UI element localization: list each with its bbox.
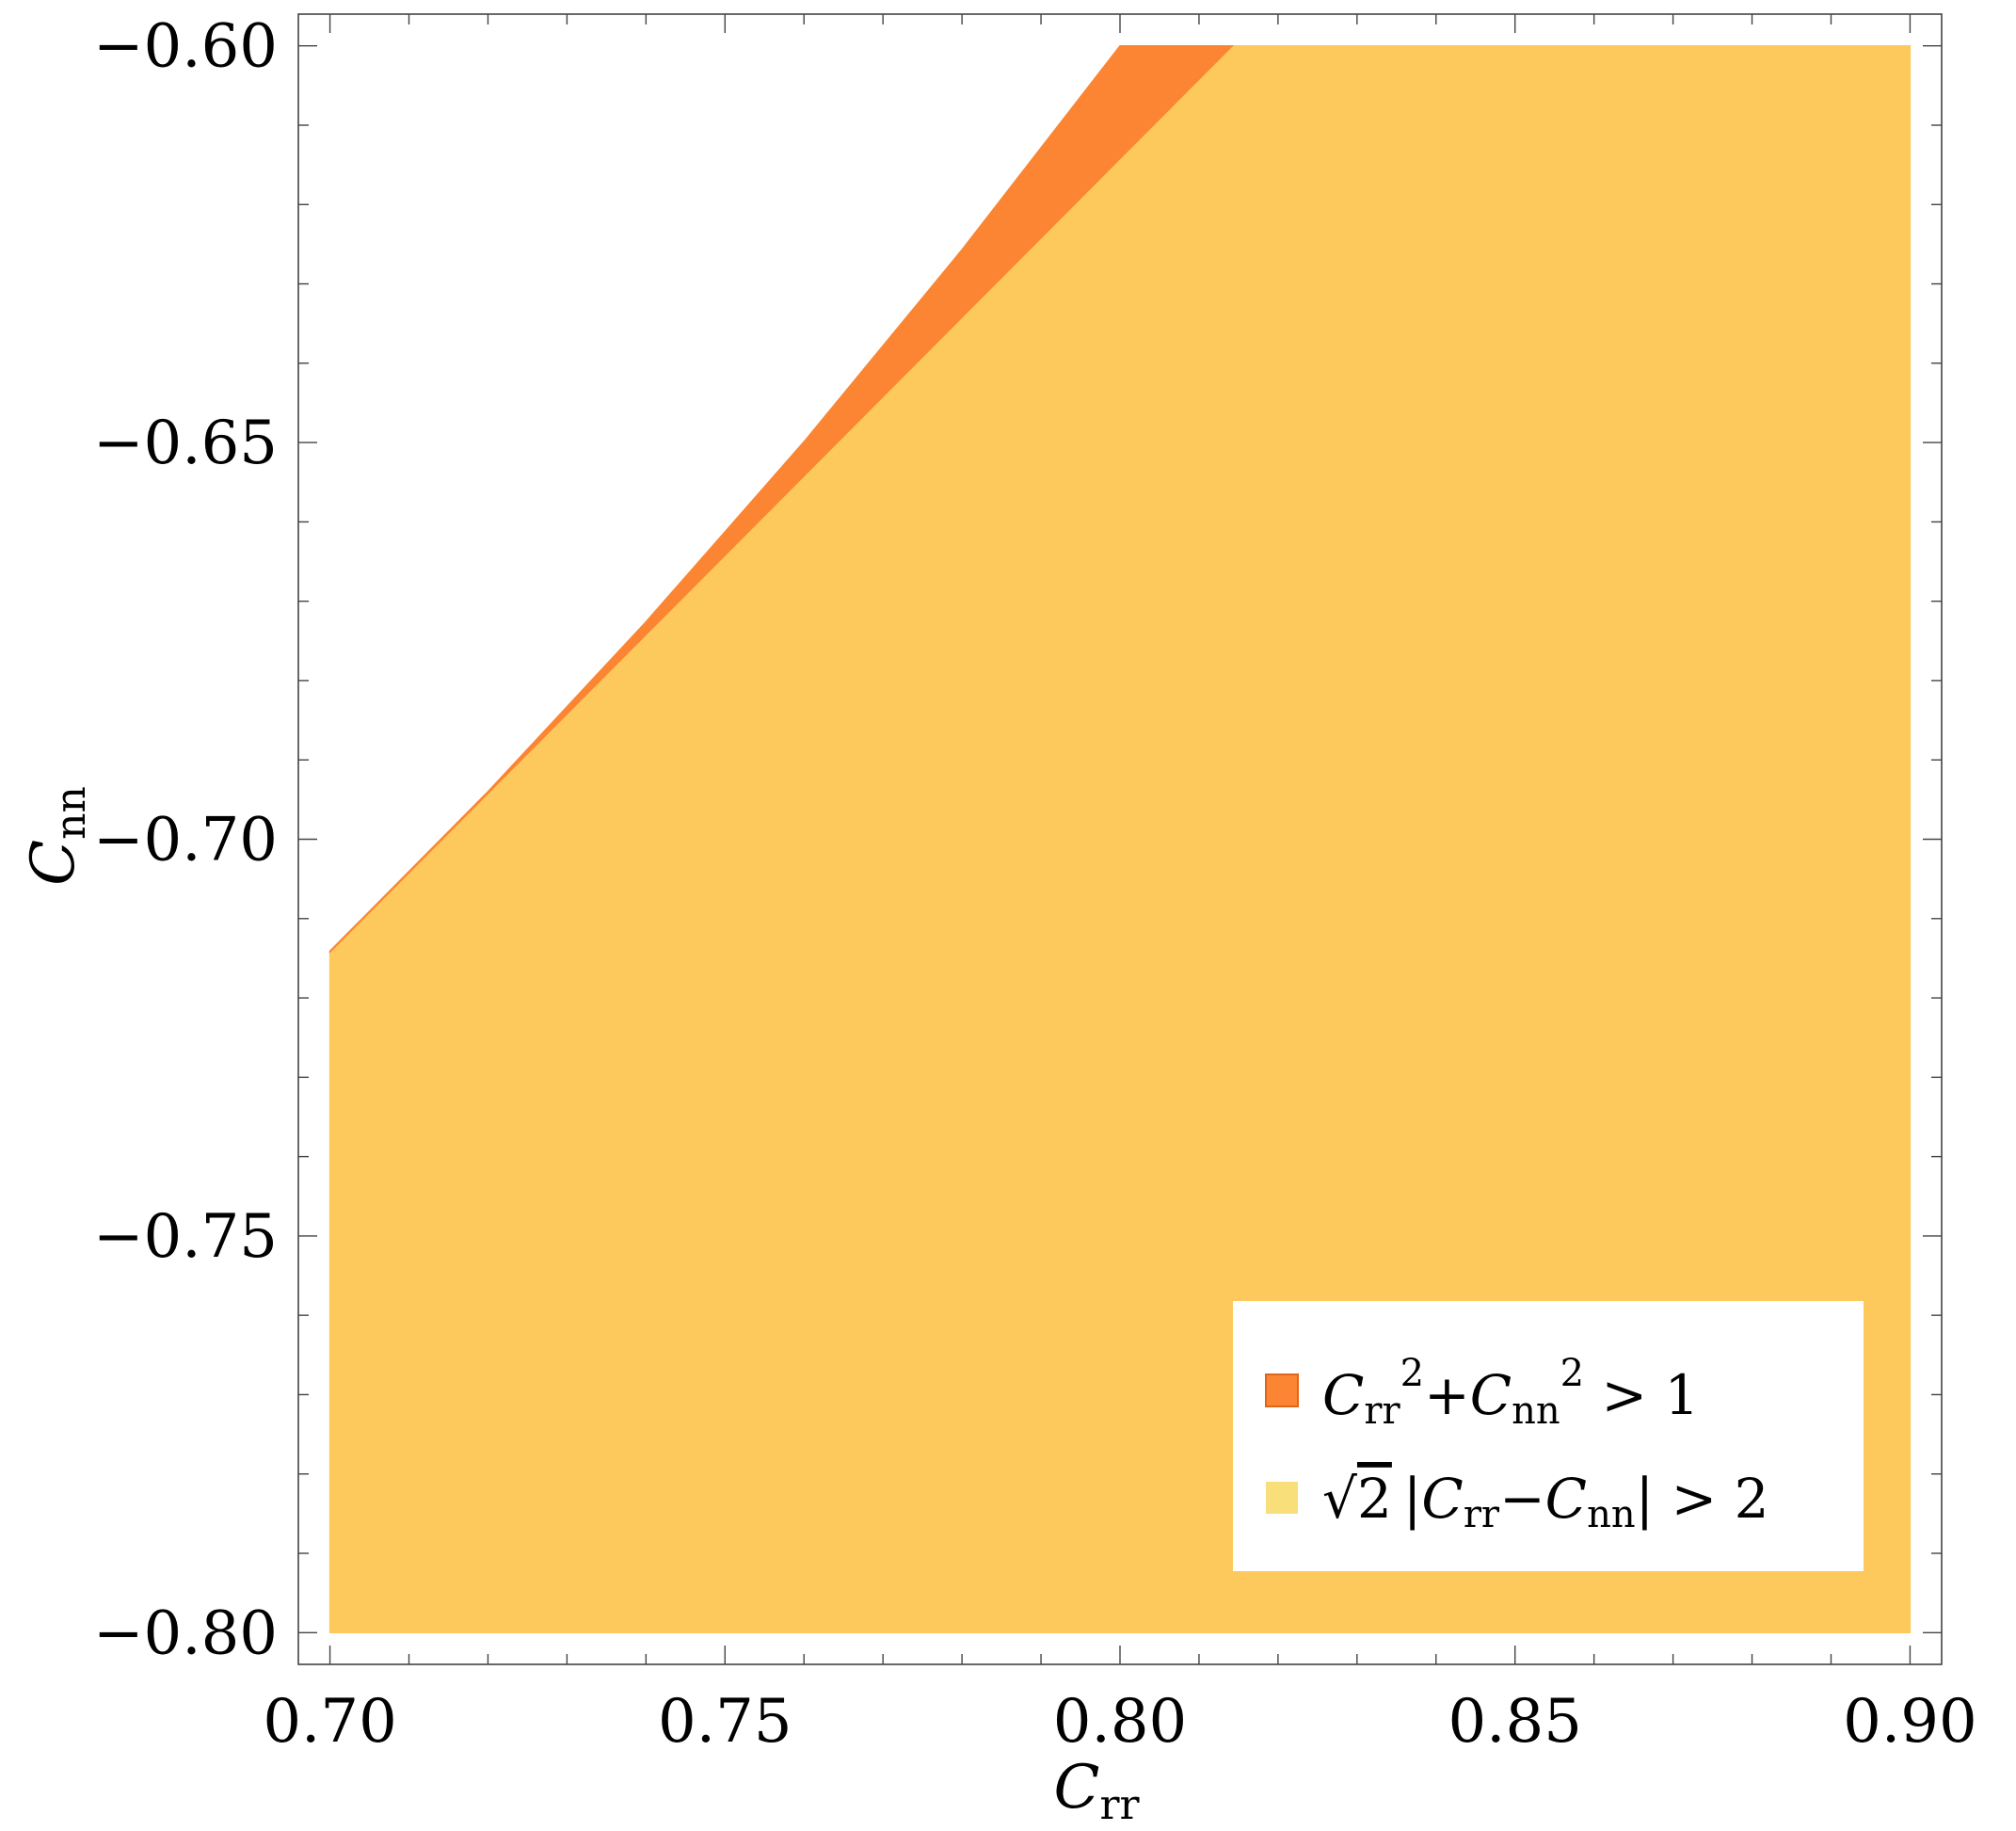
y-axis-label: Cnn <box>19 786 95 886</box>
legend-label-2: √2 |Crr−Cnn| > 2 <box>1322 1467 1769 1536</box>
x-tick-label: 0.85 <box>1448 1687 1582 1757</box>
x-tick-label: 0.90 <box>1843 1687 1977 1757</box>
region-orange <box>328 44 1235 955</box>
y-tick-label: −0.75 <box>93 1202 278 1272</box>
x-tick-label: 0.70 <box>263 1687 397 1757</box>
axis-ticks <box>298 14 1942 1664</box>
legend-box <box>1233 1301 1864 1571</box>
x-axis-label: Crr <box>1053 1753 1140 1829</box>
plot-regions <box>328 44 1912 1634</box>
legend-swatch-orange <box>1265 1373 1299 1407</box>
y-tick-label: −0.60 <box>93 12 278 82</box>
y-tick-labels: −0.60 −0.65 −0.70 −0.75 −0.80 <box>93 12 278 1669</box>
x-tick-label: 0.80 <box>1053 1687 1188 1757</box>
legend: Crr2+Cnn2 > 1 √2 |Crr−Cnn| > 2 <box>1233 1301 1864 1571</box>
legend-label-1: Crr2+Cnn2 > 1 <box>1322 1352 1699 1433</box>
x-tick-labels: 0.70 0.75 0.80 0.85 0.90 <box>263 1687 1976 1757</box>
x-tick-label: 0.75 <box>658 1687 792 1757</box>
y-tick-label: −0.70 <box>93 806 278 875</box>
legend-swatch-yellow <box>1266 1482 1298 1514</box>
y-tick-label: −0.80 <box>93 1598 278 1668</box>
y-tick-label: −0.65 <box>93 409 278 478</box>
